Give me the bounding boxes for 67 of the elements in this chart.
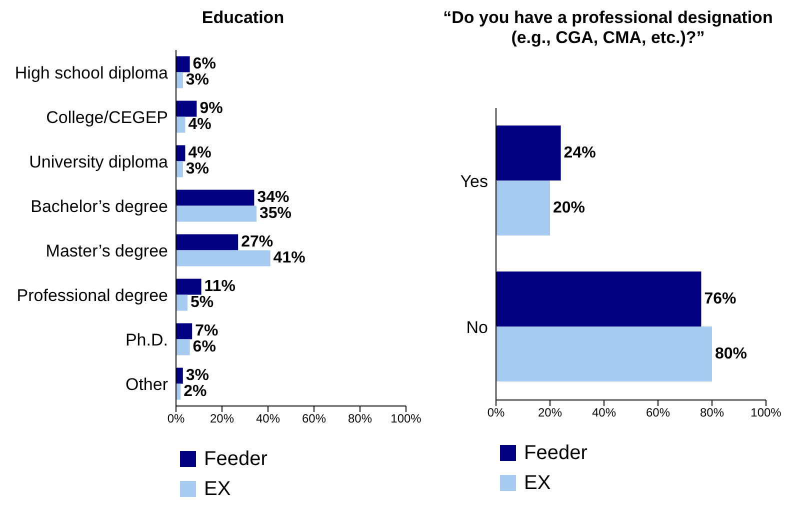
data-label: 24% bbox=[564, 144, 596, 162]
bar bbox=[496, 272, 702, 327]
data-label: 34% bbox=[257, 189, 290, 206]
data-label: 3% bbox=[186, 72, 210, 89]
bar bbox=[176, 278, 202, 295]
bar bbox=[176, 339, 190, 356]
x-tick-label: 80% bbox=[700, 406, 724, 420]
data-label: 4% bbox=[188, 116, 212, 134]
x-tick-label: 0% bbox=[167, 412, 185, 426]
bar bbox=[176, 145, 186, 162]
x-tick-label: 60% bbox=[646, 406, 670, 420]
bar bbox=[496, 326, 712, 382]
data-label: 6% bbox=[192, 338, 216, 356]
y-tick-label: Ph.D. bbox=[125, 330, 168, 350]
bar bbox=[176, 250, 270, 266]
y-tick-label: No bbox=[466, 318, 488, 338]
chart-title: Education bbox=[200, 8, 286, 29]
bar bbox=[496, 126, 561, 181]
legend-label: EX bbox=[524, 472, 551, 494]
y-tick-label: High school diploma bbox=[14, 63, 169, 82]
bar bbox=[176, 206, 256, 222]
x-tick-label: 40% bbox=[256, 412, 280, 426]
bar bbox=[176, 161, 183, 178]
x-tick-label: 40% bbox=[592, 406, 616, 420]
bar bbox=[176, 190, 254, 206]
x-tick-label: 80% bbox=[348, 412, 372, 426]
y-tick-label: Bachelor’s degree bbox=[30, 196, 168, 216]
data-label: 9% bbox=[200, 100, 223, 118]
bar bbox=[176, 234, 238, 250]
bar bbox=[496, 180, 550, 236]
x-tick-label: 100% bbox=[750, 406, 782, 420]
data-label: 35% bbox=[260, 205, 292, 222]
bar bbox=[176, 294, 188, 311]
y-tick-label: College/CEGEP bbox=[46, 108, 168, 127]
bar bbox=[176, 368, 183, 384]
data-label: 3% bbox=[186, 367, 210, 384]
data-label: 3% bbox=[186, 160, 210, 178]
x-tick-label: 20% bbox=[210, 412, 234, 426]
data-label: 11% bbox=[204, 278, 236, 296]
y-tick-label: Other bbox=[125, 374, 168, 394]
y-tick-label: University diploma bbox=[29, 152, 169, 172]
bar bbox=[176, 116, 186, 133]
data-label: 6% bbox=[192, 56, 216, 73]
legend-label: Feeder bbox=[204, 448, 268, 470]
legend-label: Feeder bbox=[524, 442, 588, 464]
data-label: 5% bbox=[190, 294, 214, 312]
data-label: 80% bbox=[715, 346, 748, 363]
bar bbox=[176, 72, 183, 88]
x-tick-label: 100% bbox=[390, 412, 422, 426]
x-tick-label: 20% bbox=[538, 406, 562, 420]
data-label: 41% bbox=[273, 250, 306, 267]
chart-title: “Do you have a professional designation (e.g., CGA, CMA, etc.)?” bbox=[442, 8, 774, 49]
x-tick-label: 0% bbox=[487, 406, 505, 420]
legend-label: EX bbox=[204, 478, 231, 500]
data-label: 20% bbox=[553, 200, 586, 217]
y-tick-label: Master’s degree bbox=[46, 241, 168, 260]
bar bbox=[176, 323, 192, 340]
bar bbox=[176, 56, 190, 72]
data-label: 7% bbox=[195, 322, 218, 340]
data-label: 2% bbox=[184, 383, 207, 400]
data-label: 4% bbox=[188, 144, 212, 162]
bar bbox=[176, 100, 197, 117]
y-tick-label: Professional degree bbox=[16, 286, 168, 305]
data-label: 76% bbox=[704, 290, 736, 308]
data-label: 27% bbox=[241, 234, 274, 251]
y-tick-label: Yes bbox=[460, 172, 488, 192]
x-tick-label: 60% bbox=[302, 412, 326, 426]
